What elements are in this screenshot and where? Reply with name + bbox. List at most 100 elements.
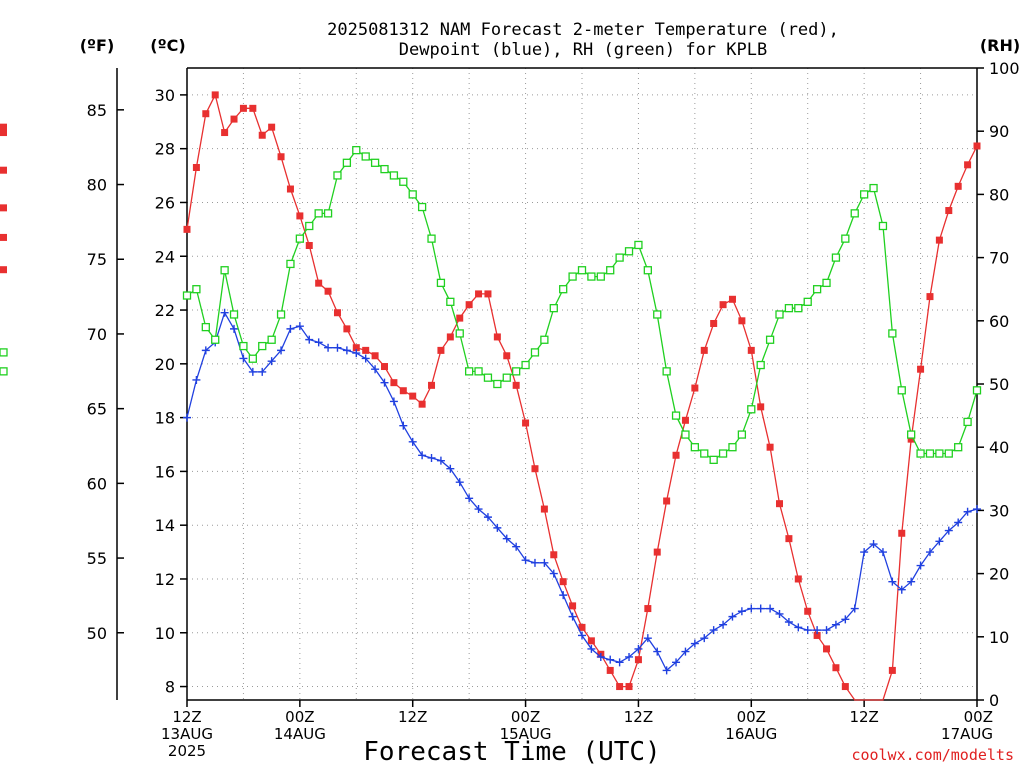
celsius-tick-label: 28	[155, 140, 175, 159]
rh-point	[276, 310, 286, 319]
grid-lines	[187, 68, 977, 700]
rh-point	[784, 304, 794, 313]
rh-point	[963, 417, 972, 427]
dewpoint-point	[521, 556, 530, 565]
dewpoint-point	[267, 357, 276, 366]
rh-tick-label: 50	[989, 375, 1009, 394]
dewpoint-point	[380, 378, 389, 387]
temperature-point	[352, 344, 360, 352]
rh-tick-label: 40	[989, 438, 1009, 457]
rh-point	[850, 209, 859, 218]
dewpoint-point	[587, 644, 596, 653]
dewpoint-point	[794, 623, 803, 632]
x-tick-label-line: 00Z	[511, 708, 540, 726]
dewpoint-point	[305, 335, 314, 344]
x-tick-label-line: 12Z	[849, 708, 878, 726]
temperature-point	[625, 683, 633, 691]
temperature-point	[503, 352, 511, 360]
rh-point	[756, 360, 765, 370]
celsius-tick-label: 20	[155, 355, 175, 374]
temperature-point	[268, 123, 276, 131]
dewpoint-point	[690, 639, 699, 648]
temperature-point	[710, 319, 718, 327]
dewpoint-point	[973, 505, 981, 514]
rh-axis-label: (RH)	[980, 36, 1020, 55]
dewpoint-point	[954, 518, 963, 527]
dewpoint-point	[784, 618, 793, 627]
dewpoint-point	[831, 620, 840, 629]
dewpoint-point	[248, 367, 257, 376]
dewpoint-point	[700, 634, 709, 643]
rh-tick-label: 90	[989, 122, 1009, 141]
rh-point	[201, 322, 210, 332]
rh-point	[464, 367, 474, 376]
dewpoint-point	[916, 561, 925, 570]
rh-point	[399, 177, 408, 186]
dewpoint-point	[286, 324, 295, 333]
rh-point	[972, 386, 982, 395]
dewpoint-line	[186, 311, 978, 672]
x-tick-label-line: 15AUG	[500, 725, 552, 743]
temperature-point	[945, 207, 953, 215]
temperature-point	[757, 403, 765, 411]
x-tick-label: 12Z	[624, 708, 653, 726]
dewpoint-point	[719, 620, 728, 629]
fahrenheit-tick-label: 50	[87, 624, 107, 643]
rh-point	[596, 272, 605, 281]
rh-tick-label: 70	[989, 249, 1009, 268]
temperature-point	[211, 91, 219, 99]
temperature-point	[202, 110, 210, 118]
dewpoint-point	[681, 647, 690, 656]
dewpoint-point	[737, 607, 746, 616]
x-tick-label-line: 13AUG	[161, 725, 213, 743]
rh-point	[549, 304, 558, 313]
dewpoint-point	[578, 631, 586, 640]
celsius-axis-label: (ºC)	[150, 36, 185, 55]
temperature-point	[371, 352, 379, 360]
dewpoint-point	[643, 634, 652, 643]
rh-point	[907, 430, 916, 439]
temperature-point	[0, 129, 7, 137]
dewpoint-point	[314, 338, 323, 347]
rh-point	[493, 379, 502, 389]
temperature-point	[681, 416, 689, 424]
x-tick-label: 00Z 15AUG	[500, 708, 552, 743]
rh-point	[512, 367, 521, 376]
rh-point	[521, 360, 530, 370]
dewpoint-point	[935, 537, 944, 546]
dewpoint-point	[352, 349, 361, 358]
temperature-point	[315, 279, 323, 287]
rh-point	[718, 449, 728, 458]
temperature-point	[192, 164, 200, 172]
rh-point	[690, 443, 700, 452]
rh-point	[606, 266, 615, 275]
temperature-point	[343, 325, 351, 333]
temperature-point	[672, 451, 680, 459]
dewpoint-point	[869, 540, 878, 549]
dewpoint-point	[277, 346, 286, 355]
temperature-point	[0, 166, 7, 174]
rh-point	[822, 278, 831, 288]
temperature-point	[390, 379, 398, 387]
temperature-point	[823, 645, 831, 653]
temperature-point	[964, 161, 972, 169]
rh-point	[361, 152, 370, 161]
rh-point	[211, 335, 220, 344]
celsius-tick-label: 12	[155, 570, 175, 589]
rh-point	[794, 304, 803, 313]
dewpoint-point	[596, 652, 605, 661]
x-tick-label-line: 2025	[168, 742, 206, 760]
temperature-point	[804, 607, 812, 615]
fahrenheit-tick-label: 55	[87, 549, 107, 568]
rh-tick-label: 20	[989, 565, 1009, 584]
rh-point	[0, 348, 8, 357]
dewpoint-point	[813, 626, 822, 635]
dewpoint-point	[728, 612, 737, 621]
rh-point	[888, 329, 897, 338]
rh-point	[305, 221, 314, 231]
dewpoint-point	[201, 346, 210, 355]
rh-point	[239, 341, 248, 351]
x-tick-label-line: 16AUG	[725, 725, 777, 743]
rh-point	[455, 329, 464, 338]
